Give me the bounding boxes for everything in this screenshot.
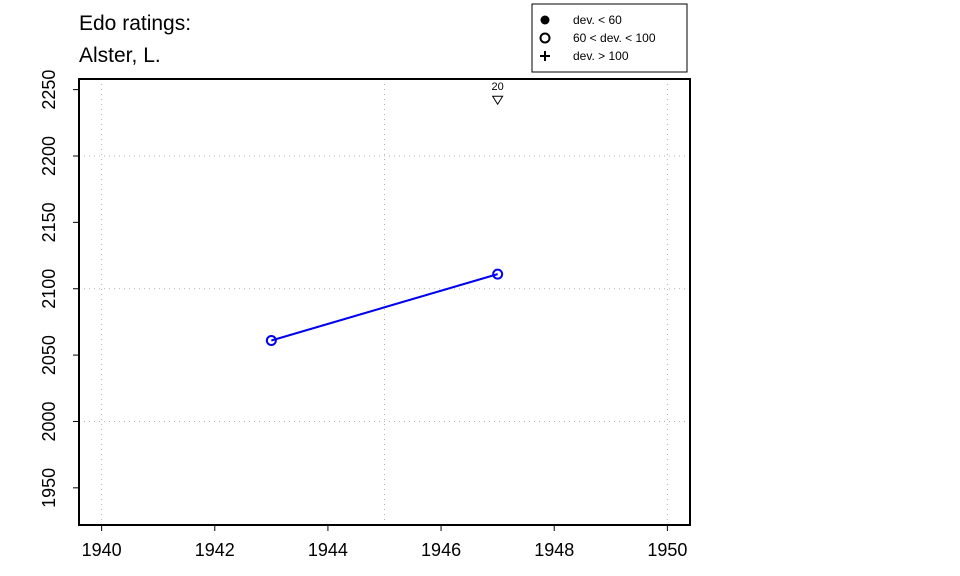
- annotation-label: 20: [492, 81, 504, 93]
- x-tick-label: 1950: [647, 540, 687, 560]
- y-tick-label: 1950: [39, 468, 59, 508]
- legend-marker: [540, 15, 550, 25]
- legend-marker: [539, 32, 551, 44]
- y-tick-label: 2100: [39, 269, 59, 309]
- y-tick-label: 2200: [39, 136, 59, 176]
- y-tick-label: 2150: [39, 202, 59, 242]
- chart-title-line-1: Edo ratings:: [79, 12, 191, 35]
- legend-label: 60 < dev. < 100: [573, 31, 656, 45]
- grid: [79, 79, 690, 525]
- chart-title: Edo ratings: Alster, L.: [79, 12, 191, 67]
- annotation-marker: [491, 95, 504, 106]
- series-layer: [265, 268, 504, 346]
- series-line: [271, 273, 498, 342]
- legend-label: dev. > 100: [573, 49, 629, 63]
- x-tick-label: 1946: [421, 540, 461, 560]
- legend-label: dev. < 60: [573, 13, 622, 27]
- y-axis: 1950 2000 2050 2100 2150 2200 2250: [39, 70, 79, 508]
- x-tick-label: 1948: [534, 540, 574, 560]
- legend-marker: [540, 51, 550, 61]
- x-tick-label: 1940: [82, 540, 122, 560]
- x-tick-label: 1942: [195, 540, 235, 560]
- legend-box: [531, 3, 688, 73]
- plot-frame: [78, 78, 691, 526]
- y-tick-label: 2050: [39, 335, 59, 375]
- chart-title-line-2: Alster, L.: [79, 44, 161, 67]
- x-tick-label: 1944: [308, 540, 348, 560]
- x-axis: 1940 1942 1944 1946 1948 1950: [82, 525, 687, 560]
- legend: dev. < 60 60 < dev. < 100 dev. > 100: [531, 3, 688, 73]
- y-tick-label: 2000: [39, 401, 59, 441]
- annotation-layer: 20: [491, 81, 504, 106]
- data-point: [265, 334, 277, 346]
- data-point: [492, 268, 504, 280]
- y-tick-label: 2250: [39, 70, 59, 110]
